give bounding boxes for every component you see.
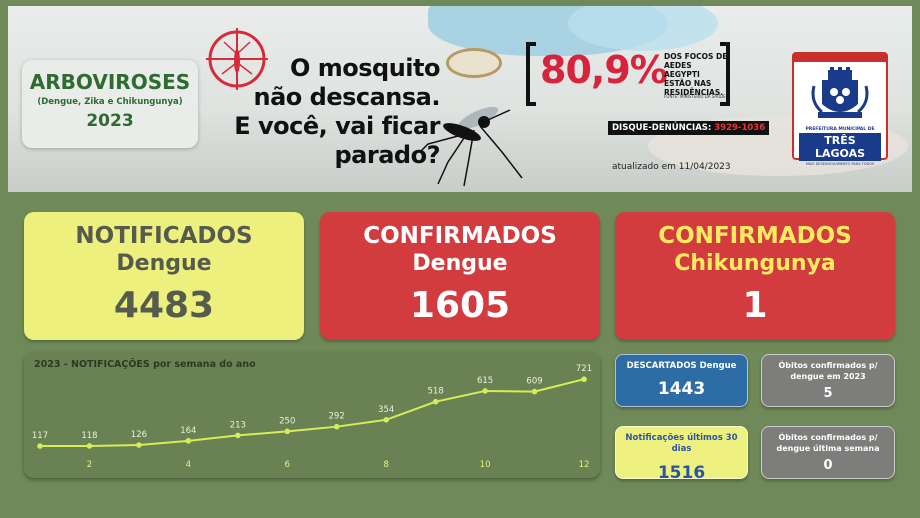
slogan: O mosquito não descansa. E você, vai fic…: [230, 54, 440, 170]
x-tick-label: 8: [383, 460, 388, 470]
data-label: 164: [180, 426, 196, 436]
data-point[interactable]: [333, 423, 340, 430]
kpi-value: 1: [742, 285, 768, 326]
kpi-label: CONFIRMADOS: [363, 223, 557, 249]
series-line: [39, 378, 585, 448]
data-point[interactable]: [482, 388, 488, 394]
data-label: 609: [526, 377, 542, 387]
slogan-line: E você, vai ficar: [234, 112, 440, 140]
hotline-label: DISQUE-DENÚNCIAS:: [612, 123, 712, 133]
page-subtitle: (Dengue, Zika e Chikungunya): [37, 97, 183, 107]
card-value: 0: [823, 458, 833, 473]
residence-stat: 80,9% DOS FOCOS DE AEDES AEGYPTI ESTÃO N…: [526, 42, 730, 106]
card-notificacoes-30-dias: Notificações últimos 30 dias 1516: [615, 426, 748, 483]
x-tick-label: 12: [579, 460, 590, 470]
card-label: Óbitos confirmados p/ dengue última sema…: [776, 433, 880, 453]
card-value: 1443: [657, 379, 706, 399]
bracket-right: [720, 42, 730, 106]
page-year: 2023: [86, 111, 134, 131]
logo-city: TRÊS LAGOAS: [799, 133, 881, 161]
data-label: 354: [378, 405, 394, 415]
data-label: 518: [428, 387, 444, 397]
mosquito-target-icon: [206, 28, 268, 90]
data-point[interactable]: [383, 417, 389, 423]
x-tick-label: 10: [480, 460, 491, 470]
chart-plot: 117 118 126 164 213 250 292 354 518 615 609 721 2 4 6 8…: [32, 364, 592, 470]
card-label: DESCARTADOS Dengue: [626, 361, 737, 371]
page-title: ARBOVIROSES: [29, 70, 191, 94]
data-label: 250: [279, 416, 295, 426]
chart-title: 2023 - NOTIFICAÇÕES por semana do ano: [34, 359, 256, 370]
stat-description: DOS FOCOS DE AEDES AEGYPTI ESTÃO NAS RES…: [664, 52, 730, 97]
data-label: 117: [32, 431, 48, 441]
kpi-confirmados-dengue: CONFIRMADOS Dengue 1605: [320, 212, 600, 340]
card-label: Óbitos confirmados p/ dengue em 2023: [778, 361, 878, 381]
bracket-left: [526, 42, 536, 106]
data-label: 721: [576, 364, 592, 374]
mosquito-illustration: [419, 106, 523, 187]
card-value: 1516: [657, 463, 706, 483]
x-tick-label: 2: [87, 460, 92, 470]
kpi-sublabel: Dengue: [116, 251, 212, 276]
data-point[interactable]: [235, 432, 241, 439]
data-label: 615: [477, 376, 493, 386]
stat-desc-line: ESTÃO NAS: [664, 79, 712, 88]
data-point[interactable]: [185, 438, 192, 444]
data-point[interactable]: [432, 398, 439, 405]
data-label: 118: [81, 431, 97, 441]
kpi-notificados-dengue: NOTIFICADOS Dengue 4483: [24, 212, 304, 340]
card-label: Notificações últimos 30 dias: [625, 433, 738, 454]
data-point[interactable]: [86, 443, 93, 449]
data-point[interactable]: [37, 443, 43, 449]
card-descartados-dengue: DESCARTADOS Dengue 1443: [615, 354, 748, 407]
kpi-value: 1605: [409, 285, 511, 326]
stat-desc-line: RESIDÊNCIAS.: [664, 88, 724, 97]
slogan-line: parado?: [334, 141, 441, 169]
card-obitos-ultima-semana: Óbitos confirmados p/ dengue última sema…: [761, 426, 895, 479]
logo-tagline: MAIS DESENVOLVIMENTO PARA TODOS: [805, 162, 875, 166]
updated-date: atualizado em 11/04/2023: [612, 162, 731, 172]
stat-percent: 80,9%: [540, 48, 668, 92]
coat-of-arms-icon: [811, 67, 869, 118]
logo-bar: [794, 54, 886, 62]
kpi-sublabel: Chikungunya: [674, 251, 836, 276]
card-value: 5: [823, 386, 833, 401]
kpi-value: 4483: [113, 285, 215, 326]
data-point[interactable]: [531, 388, 538, 395]
data-point[interactable]: [581, 376, 587, 383]
hotline: DISQUE-DENÚNCIAS: 3929-1036: [608, 121, 770, 135]
stat-desc-line: DOS FOCOS DE: [664, 52, 728, 61]
kpi-sublabel: Dengue: [412, 251, 508, 276]
data-label: 126: [131, 430, 147, 440]
x-tick-label: 6: [285, 460, 290, 470]
kpi-confirmados-chikungunya: CONFIRMADOS Chikungunya 1: [615, 212, 895, 340]
kpi-label: CONFIRMADOS: [658, 223, 852, 249]
dish-decoration: [446, 48, 502, 78]
x-tick-label: 4: [186, 460, 191, 470]
data-label: 213: [230, 420, 246, 430]
title-card: ARBOVIROSES (Dengue, Zika e Chikungunya)…: [22, 60, 198, 148]
hotline-number: 3929-1036: [714, 123, 766, 133]
data-point[interactable]: [284, 428, 291, 435]
header-banner: ARBOVIROSES (Dengue, Zika e Chikungunya)…: [8, 6, 912, 192]
logo-org: PREFEITURA MUNICIPAL DE: [805, 127, 875, 132]
kpi-label: NOTIFICADOS: [75, 223, 253, 249]
slogan-line: não descansa.: [253, 83, 441, 111]
data-label: 292: [329, 412, 345, 422]
card-obitos-2023: Óbitos confirmados p/ dengue em 2023 5: [761, 354, 895, 407]
stat-source: FONTE: MINISTÉRIO DA SAÚDE: [664, 94, 726, 99]
slogan-line: O mosquito: [290, 54, 441, 82]
data-point[interactable]: [136, 442, 142, 448]
glove-decoration: [568, 6, 718, 51]
weekly-notifications-chart[interactable]: 2023 - NOTIFICAÇÕES por semana do ano 11…: [24, 352, 600, 478]
stat-desc-line: AEDES AEGYPTI: [664, 61, 700, 79]
city-logo: PREFEITURA MUNICIPAL DE TRÊS LAGOAS MAIS…: [792, 52, 888, 166]
